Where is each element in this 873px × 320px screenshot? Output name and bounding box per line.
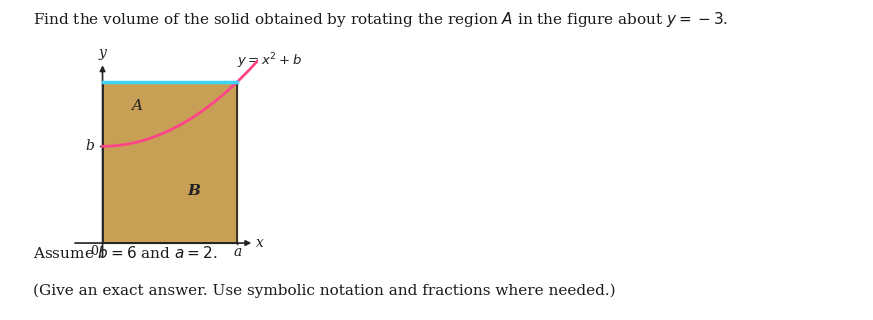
Text: Find the volume of the solid obtained by rotating the region $A$ in the figure a: Find the volume of the solid obtained by… [33, 10, 728, 28]
Text: a: a [233, 245, 242, 259]
Text: A: A [131, 99, 141, 113]
Polygon shape [102, 82, 237, 243]
Text: 0: 0 [91, 245, 99, 259]
Text: (Give an exact answer. Use symbolic notation and fractions where needed.): (Give an exact answer. Use symbolic nota… [33, 283, 615, 298]
Text: b: b [86, 139, 94, 153]
Text: $y = x^2 +b$: $y = x^2 +b$ [237, 51, 302, 70]
Text: Assume $b = 6$ and $a = 2$.: Assume $b = 6$ and $a = 2$. [33, 245, 217, 261]
Text: x: x [256, 236, 264, 250]
Text: B: B [187, 184, 200, 198]
Text: y: y [99, 46, 107, 60]
